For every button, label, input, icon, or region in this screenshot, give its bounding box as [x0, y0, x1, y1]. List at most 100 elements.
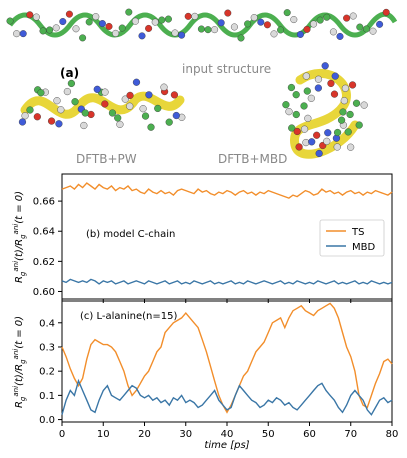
atom-sphere — [211, 26, 219, 34]
atom-sphere — [331, 72, 339, 80]
atom-sphere — [282, 101, 290, 109]
atom-sphere — [80, 121, 88, 130]
atom-sphere — [336, 32, 344, 40]
atom-sphere — [46, 26, 54, 34]
atom-sphere — [172, 111, 180, 120]
x-tick-label: 20 — [138, 429, 151, 440]
atom-sphere — [360, 101, 368, 109]
x-tick-label: 0 — [59, 429, 65, 440]
atom-sphere — [321, 62, 329, 70]
atom-sphere — [290, 16, 298, 24]
atom-sphere — [6, 17, 14, 25]
atom-sphere — [139, 105, 147, 113]
atom-sphere — [65, 10, 73, 18]
atom-sphere — [108, 109, 117, 117]
atom-sphere — [295, 143, 303, 151]
atom-sphere — [178, 31, 186, 39]
atom-sphere — [55, 120, 63, 128]
atom-sphere — [204, 26, 212, 34]
panel-b-label: (b) model C-chain — [86, 229, 175, 240]
atom-sphere — [340, 97, 348, 105]
atom-sphere — [165, 118, 173, 126]
panel-c-mbd-line — [61, 378, 393, 416]
atom-sphere — [126, 91, 134, 100]
atom-sphere — [224, 9, 232, 17]
dftb-pw-helix-image — [18, 78, 186, 131]
atom-sphere — [349, 12, 357, 20]
x-tick-label: 40 — [221, 429, 234, 440]
panel-c-label: (c) L-alanine(n=15) — [80, 311, 177, 322]
atom-sphere — [81, 109, 89, 117]
input-structure-chain-image — [6, 8, 398, 42]
y-tick-label: 0.66 — [33, 197, 55, 208]
atom-sphere — [132, 78, 141, 86]
input-structure-label: input structure — [182, 62, 271, 76]
atom-sphere — [19, 30, 27, 38]
atom-sphere — [67, 79, 75, 88]
atom-sphere — [217, 19, 225, 27]
atom-sphere — [341, 84, 350, 92]
atom-sphere — [170, 91, 179, 99]
panel-c-plot: 0.0 0.1 0.2 0.3 0.4 0 10 20 30 40 50 60 70 80 (c) L-… — [39, 300, 399, 440]
x-tick-label: 80 — [386, 429, 399, 440]
atom-sphere — [303, 87, 311, 95]
atom-sphere — [339, 108, 347, 116]
atom-sphere — [310, 20, 318, 28]
y-tick-label: 0.0 — [39, 415, 55, 426]
atom-sphere — [348, 81, 357, 89]
atom-sphere — [355, 121, 363, 129]
atom-sphere — [154, 104, 162, 113]
x-tick-label: 70 — [344, 429, 357, 440]
atom-sphere — [92, 13, 100, 21]
atom-sphere — [158, 16, 166, 24]
y-tick-label: 0.62 — [33, 257, 55, 268]
chain-backbone — [8, 11, 398, 38]
atom-sphere — [13, 30, 21, 38]
atom-sphere — [313, 131, 321, 139]
chain-atoms — [6, 8, 390, 42]
atom-sphere — [283, 9, 291, 17]
y-tick-label: 0.60 — [33, 287, 55, 298]
dftb-mbd-globule-image — [282, 62, 368, 159]
x-tick-label: 50 — [262, 429, 275, 440]
legend-ts-label: TS — [351, 227, 364, 238]
panel-b-mbd-line — [61, 278, 393, 285]
atom-sphere — [343, 14, 351, 22]
atom-sphere — [184, 12, 192, 20]
atom-sphere — [346, 110, 354, 119]
atom-sphere — [197, 25, 205, 33]
atom-sphere — [93, 85, 101, 93]
atom-sphere — [344, 128, 352, 136]
atom-sphere — [270, 30, 278, 38]
atom-sphere — [315, 149, 323, 158]
atom-sphere — [101, 88, 109, 96]
atom-sphere — [337, 116, 346, 124]
atom-sphere — [300, 102, 308, 110]
atom-sphere — [285, 108, 293, 116]
atom-sphere — [141, 112, 150, 120]
atom-sphere — [244, 20, 252, 28]
atom-sphere — [79, 34, 87, 42]
atom-sphere — [362, 25, 370, 33]
panel-a-label: (a) — [60, 66, 79, 80]
atom-sphere — [263, 21, 271, 29]
atom-sphere — [33, 113, 41, 121]
atom-sphere — [300, 125, 309, 133]
atom-sphere — [105, 22, 113, 30]
panel-c-ylabel: Rgani(t)/Rgani(t = 0) — [12, 316, 27, 408]
atom-sphere — [131, 17, 139, 25]
atom-sphere — [237, 34, 245, 42]
atom-sphere — [39, 27, 47, 35]
atom-sphere — [59, 18, 67, 26]
pw-helix-atoms — [18, 78, 186, 131]
atom-sphere — [98, 20, 106, 28]
atom-sphere — [121, 95, 129, 103]
atom-sphere — [292, 110, 300, 119]
panel-b-ts-line — [61, 182, 393, 199]
atom-sphere — [101, 100, 109, 108]
atom-sphere — [32, 13, 40, 21]
atom-sphere — [356, 23, 364, 31]
y-tick-label: 0.4 — [39, 318, 55, 329]
atom-sphere — [308, 138, 316, 146]
